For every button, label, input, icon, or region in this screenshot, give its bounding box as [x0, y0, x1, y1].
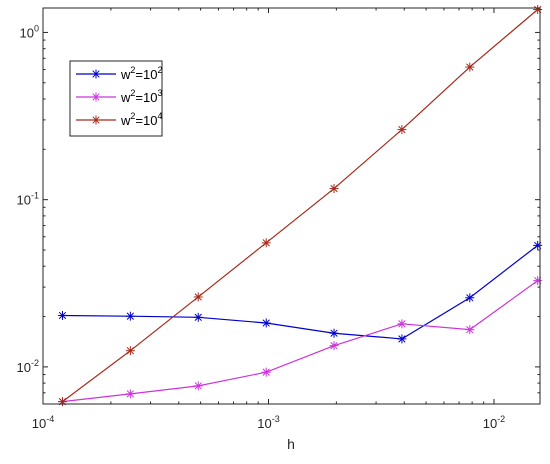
x-axis-label: h — [287, 436, 295, 452]
data-point-1-5 — [329, 328, 339, 338]
series-line-3 — [62, 9, 539, 403]
legend-item-2: w2=103 — [76, 88, 162, 105]
data-point-3-1 — [57, 397, 67, 407]
series-layer — [57, 5, 543, 407]
legend-item-1: w2=102 — [76, 65, 162, 82]
data-point-1-8 — [533, 240, 543, 250]
x-tick-label-2: 10-3 — [257, 414, 279, 431]
data-point-3-5 — [329, 184, 339, 194]
y-tick-label-1: 10-2 — [17, 358, 39, 375]
data-point-2-6 — [397, 319, 407, 329]
data-point-2-2 — [125, 389, 135, 399]
data-point-1-7 — [465, 293, 475, 303]
legend-swatch-marker — [91, 115, 101, 125]
data-point-2-5 — [329, 341, 339, 351]
data-point-1-6 — [397, 334, 407, 344]
series-line-2 — [62, 280, 539, 403]
legend: w2=102 w2=103 w2=104 — [69, 60, 163, 137]
legend-label-3: w2=104 — [120, 111, 162, 128]
data-point-3-4 — [261, 238, 271, 248]
series-line-1 — [62, 244, 539, 340]
data-point-1-2 — [125, 311, 135, 321]
y-tick-label-3: 100 — [20, 23, 39, 40]
data-point-1-4 — [261, 318, 271, 328]
data-point-2-3 — [193, 381, 203, 391]
data-point-3-7 — [465, 62, 475, 72]
legend-item-3: w2=104 — [76, 111, 162, 128]
legend-swatch-marker — [91, 69, 101, 79]
legend-label-2: w2=103 — [120, 88, 162, 105]
y-tick-label-2: 10-1 — [17, 191, 39, 208]
legend-label-1: w2=102 — [120, 65, 162, 82]
legend-swatch-marker — [91, 92, 101, 102]
data-point-3-6 — [397, 125, 407, 135]
x-tick-label-3: 10-2 — [483, 414, 505, 431]
plot-frame — [42, 7, 541, 405]
x-tick-label-1: 10-4 — [32, 414, 54, 431]
data-point-2-7 — [465, 325, 475, 335]
series-1 — [57, 240, 543, 344]
data-point-1-3 — [193, 312, 203, 322]
data-point-1-1 — [57, 310, 67, 320]
data-point-3-2 — [125, 346, 135, 356]
tick-layer: 10-4 10-3 10-2 10-2 10-1 100 — [17, 8, 540, 431]
data-point-2-4 — [261, 367, 271, 377]
data-point-3-8 — [533, 5, 543, 15]
data-point-3-3 — [193, 292, 203, 302]
data-point-2-8 — [533, 276, 543, 286]
series-3 — [57, 5, 543, 407]
